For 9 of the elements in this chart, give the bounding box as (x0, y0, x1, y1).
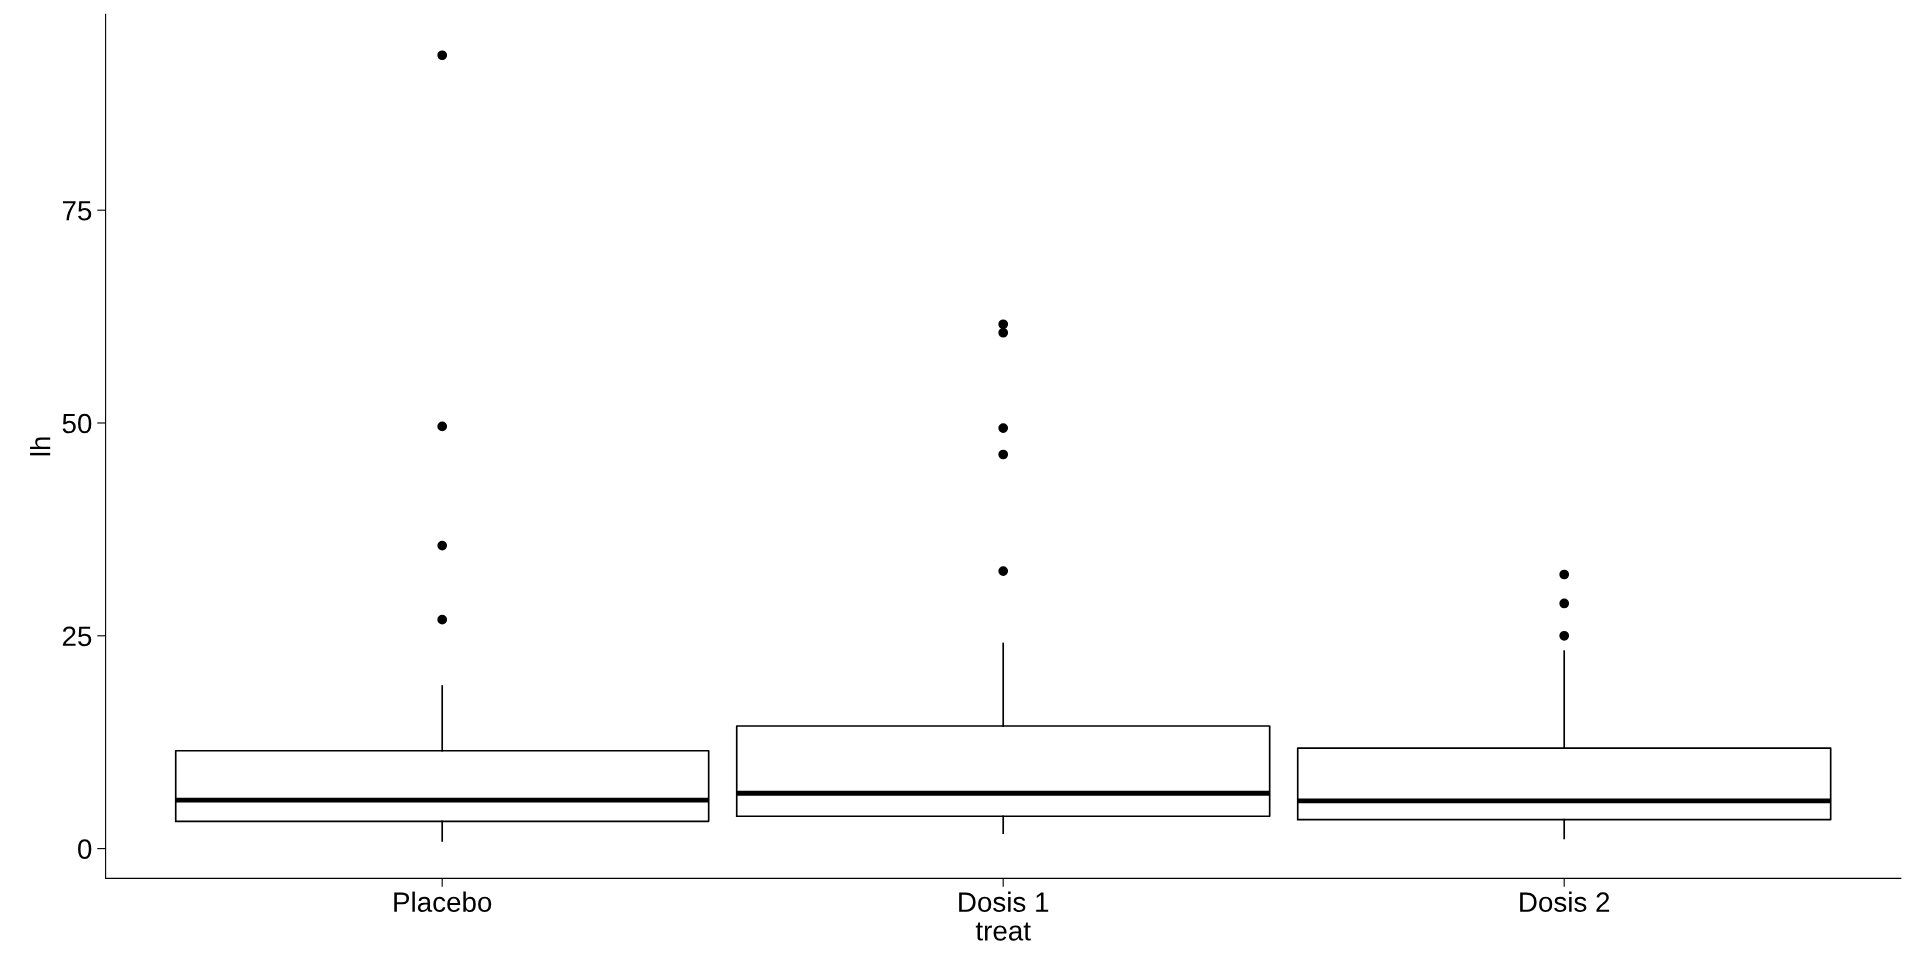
x-tick-label: Dosis 2 (1520, 891, 1610, 912)
y-axis-title: lh (30, 437, 51, 456)
x-tick-label: Dosis 1 (959, 891, 1049, 912)
y-tick-label: 25 (62, 626, 92, 647)
x-axis-title: treat (975, 922, 1031, 941)
y-tick-label: 0 (78, 839, 92, 859)
y-tick-label: 50 (62, 413, 92, 434)
y-tick-label: 75 (62, 201, 92, 221)
x-tick-label: Placebo (394, 891, 492, 912)
